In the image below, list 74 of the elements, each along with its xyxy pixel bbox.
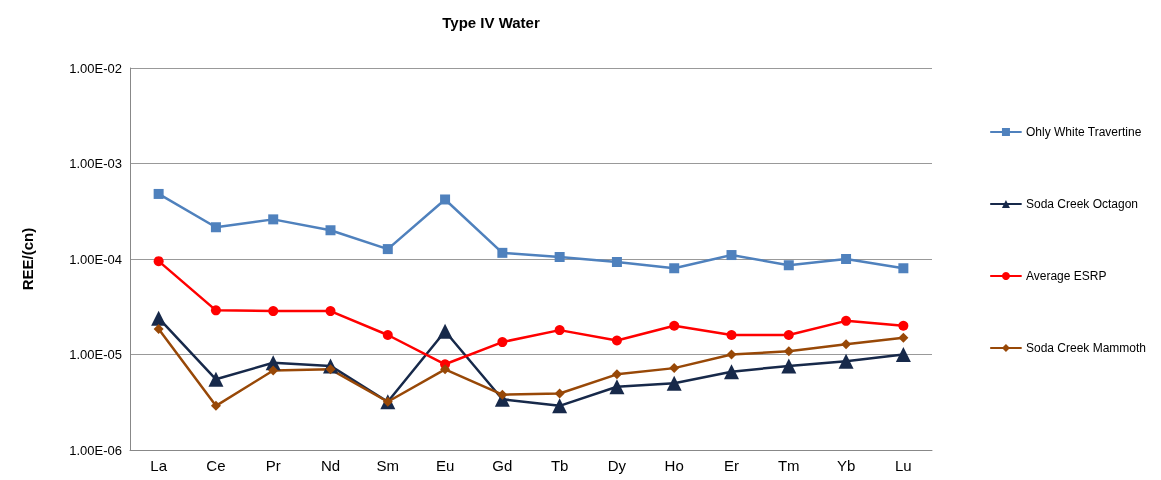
point xyxy=(669,320,680,331)
point xyxy=(898,263,909,274)
x-tick-label: Tm xyxy=(777,457,800,474)
point xyxy=(552,398,568,414)
point xyxy=(895,347,911,362)
point xyxy=(611,369,622,380)
point xyxy=(841,254,852,264)
y-tick-label: 1.00E-04 xyxy=(69,251,122,267)
legend-label: Soda Creek Mammoth xyxy=(1025,341,1146,355)
point xyxy=(151,310,167,326)
point xyxy=(497,337,508,348)
legend-label: Average ESRP xyxy=(1025,269,1107,283)
point xyxy=(726,330,737,340)
point xyxy=(153,323,164,334)
point xyxy=(382,244,393,255)
point xyxy=(898,320,909,331)
point xyxy=(437,323,453,339)
x-tick-label: La xyxy=(150,457,168,474)
legend-label: Ohly White Travertine xyxy=(1025,125,1142,139)
x-tick-label: Tb xyxy=(550,457,569,474)
point xyxy=(268,306,279,317)
point xyxy=(669,363,680,374)
point xyxy=(783,260,794,271)
point xyxy=(611,335,622,346)
y-tick-label: 1.00E-02 xyxy=(69,60,122,76)
chart-title: Type IV Water xyxy=(442,14,540,31)
x-tick-label: Ce xyxy=(206,457,226,474)
x-tick-label: Yb xyxy=(836,457,856,474)
y-tick-label: 1.00E-03 xyxy=(69,156,122,171)
legend-label: Soda Creek Octagon xyxy=(1025,197,1139,211)
x-tick-label: Sm xyxy=(376,457,400,474)
point xyxy=(382,330,393,340)
point xyxy=(210,222,221,233)
point xyxy=(210,305,221,316)
point xyxy=(153,256,164,267)
y-axis-title: REE/(cn) xyxy=(19,227,36,291)
point xyxy=(210,400,221,411)
point xyxy=(268,214,279,225)
point xyxy=(726,349,737,360)
point xyxy=(781,358,797,374)
x-tick-label: Er xyxy=(724,457,739,474)
x-tick-label: Pr xyxy=(265,457,281,474)
point xyxy=(783,330,794,340)
point xyxy=(554,325,565,336)
point xyxy=(208,371,224,387)
x-tick-label: Eu xyxy=(435,457,455,474)
point xyxy=(783,346,794,357)
point xyxy=(841,315,852,326)
point xyxy=(838,353,854,369)
x-tick-label: Gd xyxy=(492,457,513,474)
point xyxy=(325,306,336,317)
point xyxy=(669,263,680,274)
point xyxy=(497,389,508,400)
y-tick-label: 1.00E-06 xyxy=(69,442,122,458)
x-tick-label: Dy xyxy=(607,457,627,474)
point xyxy=(497,247,508,258)
x-tick-label: Lu xyxy=(895,457,912,474)
point xyxy=(724,364,739,380)
point xyxy=(841,339,852,350)
point xyxy=(554,251,565,262)
point xyxy=(726,250,737,261)
point xyxy=(153,188,164,199)
point xyxy=(268,365,279,376)
x-tick-label: Ho xyxy=(664,457,684,474)
point xyxy=(609,379,625,395)
point xyxy=(898,332,909,343)
y-tick-label: 1.00E-05 xyxy=(69,347,122,362)
point xyxy=(440,194,451,205)
point xyxy=(666,375,682,391)
point xyxy=(611,257,622,268)
point xyxy=(325,225,336,236)
x-tick-label: Nd xyxy=(320,457,341,474)
point xyxy=(554,388,565,399)
point xyxy=(440,364,451,375)
